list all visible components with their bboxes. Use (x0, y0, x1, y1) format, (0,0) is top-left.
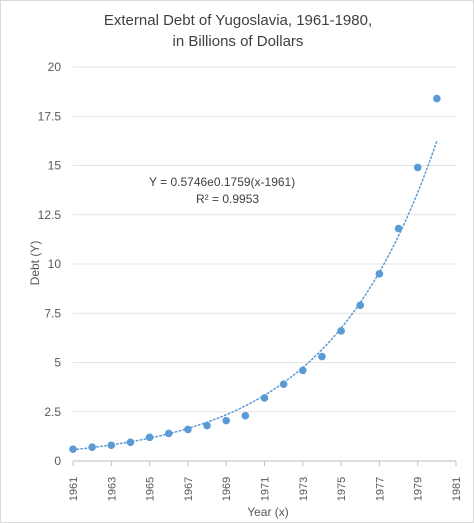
data-point (318, 352, 326, 361)
data-point (69, 445, 77, 453)
trendline-equation: Y = 0.5746e0.1759(x-1961) (149, 175, 295, 189)
data-point (184, 425, 192, 434)
data-point (356, 301, 365, 310)
y-tick-label: 12.5 (38, 208, 62, 222)
trendline-r-squared: R² = 0.9953 (196, 192, 259, 206)
data-point (222, 416, 230, 425)
x-tick-label: 1961 (68, 477, 80, 501)
y-tick-labels: 0 2.5 5 7.5 10 12.5 15 17.5 20 (38, 60, 62, 468)
y-tick-label: 7.5 (44, 306, 61, 320)
data-point (299, 366, 307, 375)
data-point (241, 411, 250, 420)
x-tick-label: 1963 (106, 477, 118, 501)
data-point (413, 163, 422, 172)
axes (72, 460, 457, 466)
data-point (375, 270, 384, 278)
x-tick-label: 1973 (298, 477, 310, 501)
y-tick-label: 20 (48, 60, 62, 74)
x-tick-labels: 1961 1963 1965 1967 1969 1971 1973 1975 1977 1979… (68, 477, 463, 501)
x-tick-label: 1967 (183, 477, 195, 501)
y-tick-label: 0 (54, 454, 61, 468)
x-tick-label: 1977 (374, 477, 386, 501)
y-tick-label: 10 (48, 257, 62, 271)
data-points (69, 94, 441, 453)
data-point (394, 224, 403, 233)
data-point (279, 380, 288, 388)
x-tick-label: 1981 (451, 477, 463, 501)
data-point (145, 433, 154, 442)
x-tick-label: 1969 (221, 477, 233, 501)
data-point (433, 94, 441, 103)
x-tick-label: 1965 (145, 477, 157, 501)
x-tick-label: 1971 (260, 477, 272, 501)
x-tick-label: 1975 (336, 477, 348, 501)
chart-title-line-1: External Debt of Yugoslavia, 1961-1980, (104, 12, 372, 29)
y-tick-label: 5 (54, 356, 61, 370)
data-point (107, 441, 116, 450)
data-point (337, 327, 345, 335)
y-tick-label: 15 (48, 159, 62, 173)
y-axis-title: Debt (Y) (28, 241, 42, 286)
chart-title-line-2: in Billions of Dollars (173, 33, 304, 50)
y-tick-label: 2.5 (44, 405, 61, 419)
data-point (126, 438, 135, 447)
gridlines (73, 66, 456, 413)
data-point (260, 394, 269, 402)
x-axis-title: Year (x) (247, 505, 289, 519)
data-point (88, 443, 96, 452)
x-tick-label: 1979 (413, 477, 425, 501)
y-tick-label: 17.5 (38, 109, 62, 123)
data-point (203, 421, 211, 430)
data-point (164, 429, 173, 438)
